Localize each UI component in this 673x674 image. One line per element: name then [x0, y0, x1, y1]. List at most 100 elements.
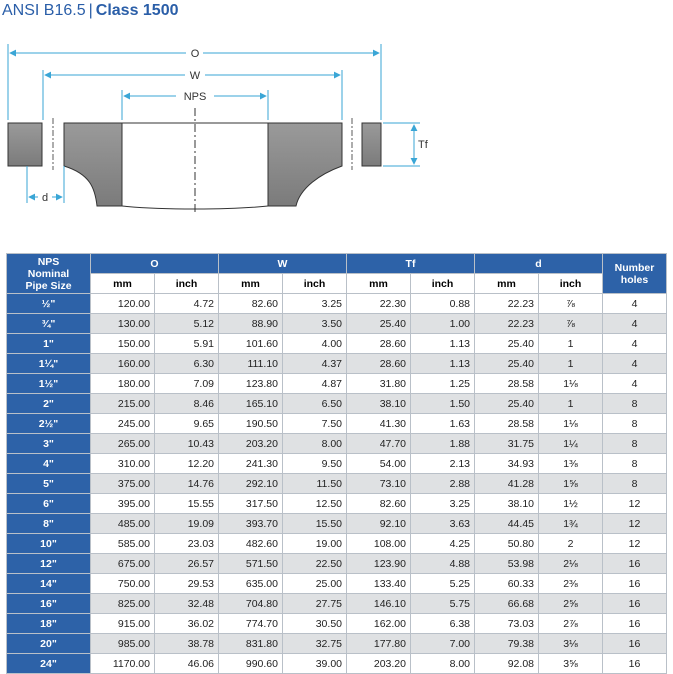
o-mm-cell: 130.00 [90, 313, 155, 334]
d-mm-cell: 41.28 [474, 473, 539, 494]
o-inch-cell: 46.06 [154, 653, 219, 674]
o-inch-cell: 32.48 [154, 593, 219, 614]
o-mm-cell: 985.00 [90, 633, 155, 654]
d-inch-cell: ⅞ [538, 293, 603, 314]
nps-cell: 6" [6, 493, 91, 514]
holes-cell: 16 [602, 573, 667, 594]
table-row: 24" 1170.00 46.06 990.60 39.00 203.20 8.00 92.0… [6, 653, 667, 674]
o-inch-cell: 9.65 [154, 413, 219, 434]
d-mm-cell: 34.93 [474, 453, 539, 474]
w-mm-cell: 101.60 [218, 333, 283, 354]
holes-cell: 16 [602, 653, 667, 674]
tf-mm-cell: 177.80 [346, 633, 411, 654]
table-row: 10" 585.00 23.03 482.60 19.00 108.00 4.25 50.80… [6, 533, 667, 554]
w-mm-cell: 393.70 [218, 513, 283, 534]
tf-mm-cell: 162.00 [346, 613, 411, 634]
o-mm-cell: 1170.00 [90, 653, 155, 674]
d-mm-cell: 25.40 [474, 353, 539, 374]
header-number-holes: Number holes [602, 253, 667, 294]
w-mm-cell: 292.10 [218, 473, 283, 494]
d-inch-cell: 2 [538, 533, 603, 554]
w-inch-cell: 27.75 [282, 593, 347, 614]
tf-mm-cell: 25.40 [346, 313, 411, 334]
tf-inch-cell: 1.25 [410, 373, 475, 394]
o-mm-cell: 245.00 [90, 413, 155, 434]
tf-inch-cell: 1.13 [410, 353, 475, 374]
header-w: W [218, 253, 347, 274]
tf-mm-cell: 82.60 [346, 493, 411, 514]
d-mm-cell: 60.33 [474, 573, 539, 594]
d-inch-cell: 1¾ [538, 513, 603, 534]
o-mm-cell: 395.00 [90, 493, 155, 514]
header-d: d [474, 253, 603, 274]
w-mm-cell: 111.10 [218, 353, 283, 374]
o-inch-cell: 5.91 [154, 333, 219, 354]
nps-cell: 16" [6, 593, 91, 614]
tf-mm-cell: 108.00 [346, 533, 411, 554]
d-inch-cell: 1¼ [538, 433, 603, 454]
o-inch-cell: 38.78 [154, 633, 219, 654]
holes-cell: 8 [602, 453, 667, 474]
nps-cell: 3" [6, 433, 91, 454]
d-mm-cell: 44.45 [474, 513, 539, 534]
o-inch-cell: 15.55 [154, 493, 219, 514]
flange-left-hub [63, 122, 123, 207]
w-inch-cell: 39.00 [282, 653, 347, 674]
d-inch-cell: 1 [538, 353, 603, 374]
d-inch-cell: 2⅛ [538, 553, 603, 574]
w-inch-cell: 3.25 [282, 293, 347, 314]
w-inch-cell: 4.87 [282, 373, 347, 394]
nps-cell: 1½" [6, 373, 91, 394]
d-inch-cell: 3⅛ [538, 633, 603, 654]
w-mm-cell: 990.60 [218, 653, 283, 674]
table-row: ½" 120.00 4.72 82.60 3.25 22.30 0.88 22.23 ⅞ 4 [6, 293, 667, 314]
holes-cell: 8 [602, 413, 667, 434]
nps-cell: 8" [6, 513, 91, 534]
tf-inch-cell: 2.88 [410, 473, 475, 494]
o-mm-cell: 585.00 [90, 533, 155, 554]
w-mm-cell: 482.60 [218, 533, 283, 554]
title-separator: | [88, 2, 93, 19]
o-mm-cell: 310.00 [90, 453, 155, 474]
d-mm-cell: 66.68 [474, 593, 539, 614]
nps-cell: 4" [6, 453, 91, 474]
w-inch-cell: 4.37 [282, 353, 347, 374]
d-inch-cell: 1½ [538, 493, 603, 514]
w-mm-cell: 704.80 [218, 593, 283, 614]
o-inch-cell: 10.43 [154, 433, 219, 454]
d-mm-cell: 28.58 [474, 413, 539, 434]
o-inch-cell: 12.20 [154, 453, 219, 474]
subheader-inch: inch [410, 273, 475, 294]
subheader-inch: inch [282, 273, 347, 294]
table-row: 1¼" 160.00 6.30 111.10 4.37 28.60 1.13 25.40 1 4 [6, 353, 667, 374]
nps-cell: 1" [6, 333, 91, 354]
o-mm-cell: 375.00 [90, 473, 155, 494]
holes-cell: 16 [602, 613, 667, 634]
d-inch-cell: 1⅛ [538, 413, 603, 434]
w-inch-cell: 4.00 [282, 333, 347, 354]
nps-cell: 18" [6, 613, 91, 634]
d-mm-cell: 79.38 [474, 633, 539, 654]
o-inch-cell: 29.53 [154, 573, 219, 594]
o-inch-cell: 19.09 [154, 513, 219, 534]
w-mm-cell: 203.20 [218, 433, 283, 454]
tf-mm-cell: 28.60 [346, 333, 411, 354]
subheader-mm: mm [218, 273, 283, 294]
o-mm-cell: 160.00 [90, 353, 155, 374]
tf-inch-cell: 3.25 [410, 493, 475, 514]
holes-cell: 8 [602, 473, 667, 494]
dim-nps-label: NPS [184, 91, 207, 103]
table-row: 18" 915.00 36.02 774.70 30.50 162.00 6.38 73.03… [6, 613, 667, 634]
header-nps: NPS Nominal Pipe Size [6, 253, 91, 294]
d-inch-cell: 2⅝ [538, 593, 603, 614]
flange-left-section [7, 122, 43, 167]
tf-inch-cell: 5.25 [410, 573, 475, 594]
o-mm-cell: 915.00 [90, 613, 155, 634]
holes-cell: 4 [602, 293, 667, 314]
nps-cell: ½" [6, 293, 91, 314]
tf-inch-cell: 5.75 [410, 593, 475, 614]
o-inch-cell: 36.02 [154, 613, 219, 634]
subheader-inch: inch [538, 273, 603, 294]
standard-label: ANSI B16.5 [2, 2, 86, 19]
d-mm-cell: 22.23 [474, 293, 539, 314]
